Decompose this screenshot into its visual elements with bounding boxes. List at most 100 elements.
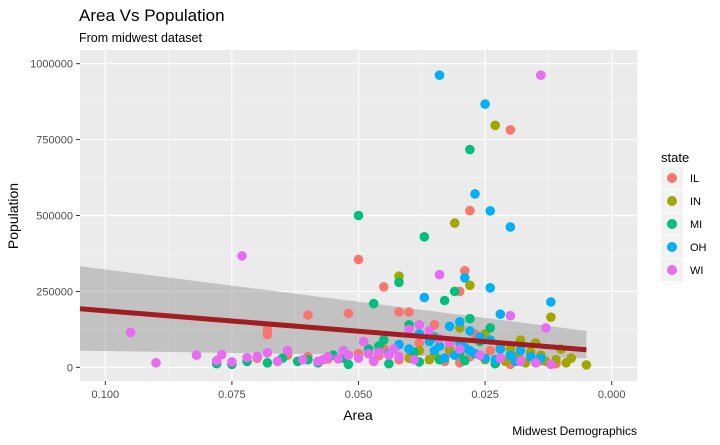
point-il <box>485 345 496 356</box>
y-axis-label: Population <box>5 183 21 249</box>
point-wi <box>237 251 247 261</box>
point-wi <box>217 349 227 360</box>
point-wi <box>333 354 344 364</box>
point-wi <box>546 359 556 370</box>
point-mi <box>460 355 470 366</box>
point-wi <box>495 353 506 364</box>
point-il <box>353 254 364 265</box>
point-oh <box>546 297 556 307</box>
point-in <box>561 358 571 368</box>
x-tick-label: 0.000 <box>598 389 626 401</box>
legend-swatch-il <box>667 173 677 183</box>
trend-line <box>79 306 587 353</box>
legend-swatch-in <box>667 196 677 206</box>
point-wi <box>363 348 374 359</box>
legend-swatch-wi <box>667 265 677 275</box>
point-il <box>465 205 475 216</box>
x-tick-label: 0.100 <box>92 389 120 401</box>
point-mi <box>394 277 404 288</box>
point-wi <box>125 327 136 338</box>
legend: state IL IN MI OH WI <box>661 150 707 281</box>
point-oh <box>444 321 455 332</box>
point-il <box>262 329 273 340</box>
point-oh <box>505 222 516 232</box>
legend-swatch-mi <box>667 219 677 229</box>
point-il <box>460 266 470 276</box>
point-wi <box>353 353 364 364</box>
point-wi <box>389 344 399 354</box>
point-in <box>581 360 592 370</box>
point-wi <box>272 356 283 367</box>
point-wi <box>282 345 293 356</box>
chart-title: Area Vs Population <box>79 6 225 25</box>
point-il <box>404 307 414 317</box>
point-wi <box>424 326 435 336</box>
data-points <box>125 70 592 370</box>
point-oh <box>465 345 475 356</box>
y-tick-label: 500000 <box>36 211 73 223</box>
confidence-band <box>80 266 587 359</box>
point-il <box>414 338 425 348</box>
point-wi <box>227 357 237 367</box>
point-in <box>449 218 460 228</box>
point-oh <box>455 317 465 327</box>
point-oh <box>419 292 430 303</box>
legend-label-wi: WI <box>690 265 703 277</box>
point-mi <box>353 210 364 221</box>
point-mi <box>419 232 430 242</box>
y-axis-ticks: 0 250000 500000 750000 1000000 <box>30 59 80 374</box>
y-tick-label: 250000 <box>36 286 73 298</box>
point-wi <box>404 324 414 335</box>
point-oh <box>460 273 470 283</box>
point-mi <box>449 286 460 297</box>
point-in <box>465 280 475 291</box>
point-wi <box>298 354 308 365</box>
point-oh <box>470 189 480 199</box>
point-oh <box>429 345 440 356</box>
point-oh <box>465 326 475 336</box>
point-wi <box>434 269 445 280</box>
point-mi <box>368 298 379 309</box>
x-tick-label: 0.050 <box>345 389 373 401</box>
y-tick-label: 0 <box>67 362 73 374</box>
point-oh <box>515 345 526 356</box>
y-tick-label: 1000000 <box>30 59 73 71</box>
point-oh <box>495 309 506 320</box>
x-tick-label: 0.025 <box>471 389 499 401</box>
legend-label-in: IN <box>690 196 701 208</box>
trend-line-path <box>79 306 587 353</box>
point-wi <box>394 351 404 362</box>
point-wi <box>505 310 516 321</box>
point-wi <box>455 344 465 354</box>
point-in <box>490 120 501 131</box>
point-il <box>303 310 313 320</box>
point-wi <box>374 347 384 358</box>
chart-caption: Midwest Demographics <box>512 424 637 438</box>
point-il <box>505 125 516 135</box>
point-in <box>546 312 556 323</box>
chart-subtitle: From midwest dataset <box>79 31 202 45</box>
point-mi <box>465 144 475 155</box>
point-wi <box>409 354 420 365</box>
point-mi <box>384 358 394 369</box>
point-oh <box>439 353 450 364</box>
point-wi <box>262 348 273 358</box>
point-oh <box>485 206 496 216</box>
point-wi <box>541 323 551 333</box>
point-in <box>424 354 435 365</box>
point-oh <box>404 344 414 354</box>
legend-label-oh: OH <box>690 242 707 254</box>
point-wi <box>242 352 252 363</box>
point-wi <box>475 350 485 361</box>
point-wi <box>358 336 369 347</box>
point-wi <box>530 358 541 368</box>
point-il <box>343 308 354 319</box>
point-wi <box>338 345 349 356</box>
point-oh <box>480 99 490 109</box>
point-wi <box>191 350 202 361</box>
point-oh <box>485 283 496 293</box>
point-il <box>379 282 389 292</box>
confidence-band-area <box>80 266 587 359</box>
point-wi <box>151 358 161 368</box>
